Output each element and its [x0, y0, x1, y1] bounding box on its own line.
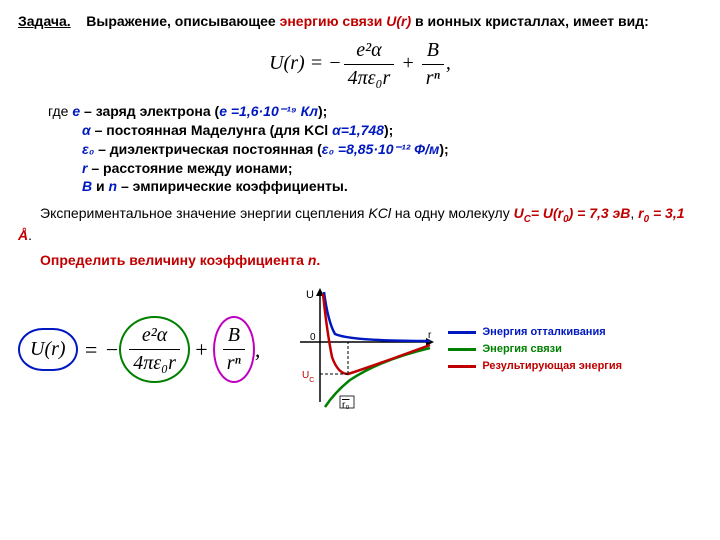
d5d: – эмпирические коэффициенты. [117, 178, 348, 194]
experimental-para: Экспериментальное значение энергии сцепл… [18, 204, 702, 245]
def-line-1: где e – заряд электрона (e =1,6·10⁻¹⁹ Кл… [48, 102, 702, 121]
attraction-term: e²α4πε₀r [119, 316, 190, 383]
d5b: и [92, 178, 108, 194]
p2-dot: . [28, 227, 32, 243]
q-dot: . [316, 252, 320, 268]
energy-chart: U 0 UC r₀ r [280, 282, 440, 417]
def-line-2: α – постоянная Маделунга (для KCl α=1,74… [82, 121, 702, 140]
def-line-4: r – расстояние между ионами; [82, 159, 702, 178]
main-formula: U(r) = −e²α4πε₀r + Brⁿ, [18, 37, 702, 92]
f2-plus: + [194, 335, 209, 365]
p2-uc: UC= U(r0) = 7,3 эВ [514, 205, 631, 221]
chart-svg: U 0 UC r₀ r [280, 282, 440, 412]
f2-num2: B [223, 322, 245, 350]
d1b: – заряд электрона ( [80, 103, 219, 119]
def-line-3: ε₀ – диэлектрическая постоянная (ε₀ =8,8… [82, 140, 702, 159]
p2-kcl: KCl [368, 205, 391, 221]
legend-result: Результирующая энергия [448, 359, 622, 374]
f2-num1: e²α [129, 322, 180, 350]
f2-comma: , [255, 335, 261, 365]
legend-l3: Результирующая энергия [482, 359, 622, 374]
title-text1: Выражение, описывающее [86, 13, 279, 29]
f1-den2: rⁿ [422, 65, 444, 92]
legend-l2: Энергия связи [482, 342, 562, 357]
f1-lhs: U(r) [269, 52, 305, 74]
legend-l1: Энергия отталкивания [482, 325, 605, 340]
problem-title: Задача. Выражение, описывающее энергию с… [18, 12, 702, 31]
d3b: – диэлектрическая постоянная ( [94, 141, 322, 157]
f1-eq: = [305, 52, 329, 74]
f1-num2: B [422, 37, 444, 65]
chart-uc: UC [302, 370, 314, 384]
d5c: n [109, 178, 118, 194]
f2-den2: rⁿ [223, 350, 245, 377]
d1a: e [72, 103, 80, 119]
q-text: Определить величину коэффициента [40, 252, 308, 268]
d2c: α=1,748 [332, 122, 384, 138]
f1-num1: e²α [344, 37, 395, 65]
d2a: α [82, 122, 91, 138]
chart-ylabel: U [306, 289, 314, 301]
f1-den1: 4πε₀r [344, 65, 395, 92]
d1d: ); [318, 103, 327, 119]
d4b: – расстояние между ионами; [87, 160, 292, 176]
d2b: – постоянная Маделунга (для KCl [91, 122, 332, 138]
p2-gap: , [630, 205, 638, 221]
d3c: ε₀ =8,85·10⁻¹² Ф/м [322, 141, 440, 157]
def-line-5: B и n – эмпирические коэффициенты. [82, 177, 702, 196]
chart-legend: Энергия отталкивания Энергия связи Резул… [448, 323, 622, 376]
f1-comma: , [446, 52, 451, 74]
p2-2: на одну молекулу [391, 205, 514, 221]
legend-line-red [448, 365, 476, 368]
task-label: Задача. [18, 13, 71, 29]
d5a: B [82, 178, 92, 194]
chart-zero: 0 [310, 332, 316, 343]
legend-bond: Энергия связи [448, 342, 622, 357]
chart-r0: r₀ [342, 400, 349, 411]
f2-den1: 4πε₀r [129, 350, 180, 377]
formula-circled: U(r) = − e²α4πε₀r + Brⁿ , [18, 316, 260, 383]
d3d: ); [439, 141, 448, 157]
p2-1: Экспериментальное значение энергии сцепл… [40, 205, 368, 221]
d2d: ); [384, 122, 393, 138]
definitions-block: где e – заряд электрона (e =1,6·10⁻¹⁹ Кл… [48, 102, 702, 196]
ur-box: U(r) [18, 328, 78, 371]
legend-line-blue [448, 331, 476, 334]
f1-plus: + [396, 52, 420, 74]
chart-xlabel: r [428, 330, 432, 341]
legend-line-green [448, 348, 476, 351]
repulsion-term: Brⁿ [213, 316, 255, 383]
d3a: ε₀ [82, 141, 94, 157]
f2-lhs: U(r) [30, 338, 66, 360]
legend-repulsion: Энергия отталкивания [448, 325, 622, 340]
d1c: e =1,6·10⁻¹⁹ Кл [219, 103, 318, 119]
f2-neg: − [104, 335, 119, 365]
title-text2: в ионных кристаллах, имеет вид: [411, 13, 649, 29]
f1-neg: − [328, 52, 342, 74]
question-para: Определить величину коэффициента n. [18, 251, 702, 270]
where-label: где [48, 103, 72, 119]
lower-section: U(r) = − e²α4πε₀r + Brⁿ , [18, 282, 702, 417]
title-emph: энергию связи [280, 13, 387, 29]
title-ur: U(r) [386, 13, 411, 29]
f2-eq: = [84, 335, 99, 365]
